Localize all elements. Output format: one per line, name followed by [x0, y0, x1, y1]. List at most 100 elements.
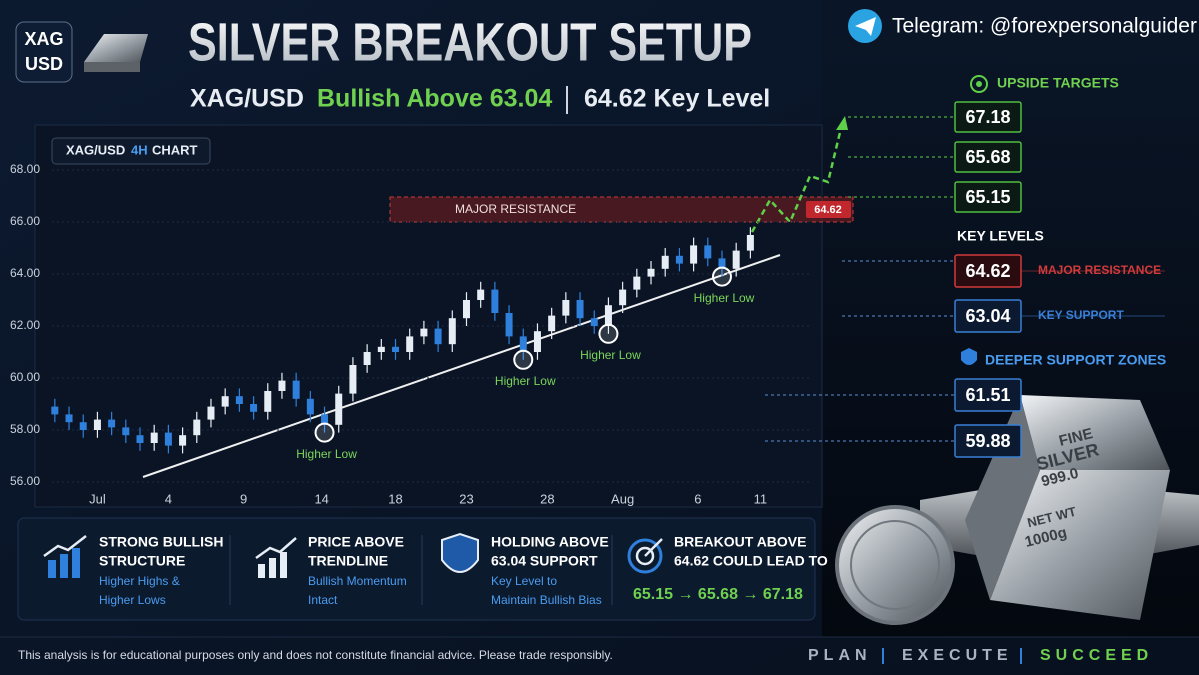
candle-body [548, 315, 556, 332]
candle-body [420, 328, 428, 337]
icon-target [635, 546, 655, 566]
candle-body [51, 406, 59, 415]
x-tick-label: 23 [459, 491, 473, 506]
candle-body [250, 404, 258, 412]
target-icon [970, 75, 988, 93]
icon-bar [258, 564, 265, 578]
card-text: Intact [308, 593, 338, 607]
annotation-label: Higher Low [694, 291, 755, 305]
chart-title-suffix: CHART [152, 142, 198, 157]
x-tick-label: 18 [388, 491, 402, 506]
support-value: 59.88 [965, 431, 1010, 451]
target-value: 65.15 [965, 187, 1010, 207]
candle-body [79, 422, 87, 430]
candle-body [392, 346, 400, 352]
card-title: BREAKOUT ABOVE [674, 534, 807, 550]
projection-path [750, 123, 844, 233]
card-title: STRUCTURE [99, 553, 185, 569]
resistance-value: 64.62 [814, 204, 842, 216]
candle-body [264, 391, 272, 412]
telegram: Telegram: @forexpersonalguider [892, 15, 1197, 38]
candle-body [306, 398, 314, 415]
y-tick-label: 68.00 [10, 162, 40, 176]
candle-body [122, 427, 130, 436]
candle-body [321, 414, 329, 425]
higher-low-marker [314, 422, 335, 443]
card-text: Bullish Momentum [308, 574, 407, 588]
annotation-label: Higher Low [495, 374, 556, 388]
annotation-label: Higher Low [580, 348, 641, 362]
level-label: KEY SUPPORT [1038, 308, 1124, 322]
target-box [954, 141, 1022, 173]
candle-body [718, 258, 726, 269]
x-tick-label: 6 [694, 491, 701, 506]
tagline-word: SUCCEED [1040, 647, 1153, 664]
icon-shield [441, 532, 479, 573]
candle-body [193, 419, 201, 436]
x-tick-label: 14 [314, 491, 328, 506]
card-title: PRICE ABOVE [308, 534, 404, 550]
candle-body [491, 289, 499, 313]
bar-icon [84, 34, 148, 62]
chart-title-box [51, 137, 211, 165]
level-box [954, 254, 1022, 288]
card-text: Higher Lows [99, 593, 166, 607]
candle-body [661, 255, 669, 269]
candle-body [363, 352, 371, 365]
card-title: 64.62 COULD LEAD TO [674, 553, 828, 569]
candle-body [604, 305, 612, 326]
title: SILVER BREAKOUT SETUP [188, 12, 752, 72]
candle-body [590, 318, 598, 326]
x-tick-label: Jul [89, 491, 106, 506]
candle-body [533, 331, 541, 352]
candle-body [278, 380, 286, 391]
candle-body [108, 419, 116, 428]
icon-line [43, 535, 87, 558]
icon-bar [48, 560, 56, 578]
candle-body [675, 255, 683, 264]
telegram-plane [855, 17, 876, 36]
level-value: 64.62 [965, 261, 1010, 281]
icon-bar [72, 548, 80, 578]
higher-low-marker [513, 349, 534, 370]
candle-body [562, 300, 570, 316]
icon-line [255, 537, 297, 560]
annotation-label: Higher Low [296, 447, 357, 461]
badge-text: XAG [24, 29, 63, 49]
chart-title-tf: 4H [131, 142, 148, 157]
candle-body [335, 393, 343, 425]
candle-body [633, 276, 641, 290]
coin-ring [850, 520, 940, 610]
candle-body [448, 318, 456, 345]
candle-body [349, 365, 357, 394]
candle-body [690, 245, 698, 264]
shield-icon [961, 348, 977, 365]
candle-body [179, 435, 187, 446]
level-box [954, 299, 1022, 333]
candle-body [619, 289, 627, 306]
tagline-word: PLAN [808, 647, 872, 664]
candle-body [576, 300, 584, 319]
candle-body [221, 396, 229, 407]
resistance-label: MAJOR RESISTANCE [455, 202, 576, 216]
x-tick-label: 11 [754, 491, 768, 506]
candle-body [505, 313, 513, 337]
card-text: Higher Highs & [99, 574, 180, 588]
resistance-tag [806, 201, 851, 218]
target-value: 67.18 [965, 107, 1010, 127]
cards-panel [17, 517, 816, 621]
candle-body [746, 235, 754, 251]
disclaimer: This analysis is for educational purpose… [18, 648, 613, 662]
candle-body [647, 268, 655, 277]
subtitle-bias: Bullish Above 63.04 [317, 85, 552, 113]
candle-body [462, 300, 470, 319]
icon-bar [269, 558, 276, 578]
candle-body [377, 346, 385, 352]
y-tick-label: 62.00 [10, 318, 40, 332]
subtitle-pair: XAG/USD [190, 85, 304, 113]
trendline [142, 254, 781, 478]
x-tick-label: 9 [240, 491, 247, 506]
level-value: 63.04 [965, 306, 1010, 326]
card-targets: 65.15 → 65.68 → 67.18 [633, 586, 803, 603]
